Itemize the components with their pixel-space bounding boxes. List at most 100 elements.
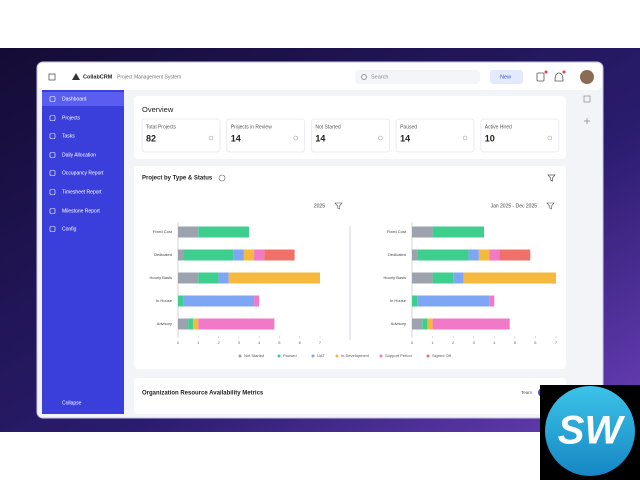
menu-item[interactable]: Occupancy Report — [62, 170, 104, 176]
bar-segment — [228, 272, 320, 284]
filter-icon[interactable] — [547, 174, 556, 182]
stat-label: Projects in Review — [231, 124, 273, 130]
x-tick-label: 5 — [514, 340, 517, 345]
legend-label[interactable]: Support Period — [385, 353, 412, 358]
x-tick-label: 3 — [238, 340, 241, 345]
bar-segment — [412, 295, 418, 307]
bar-segment — [254, 295, 260, 307]
chart-filter[interactable]: 2025 — [314, 203, 325, 209]
legend-swatch[interactable] — [311, 354, 315, 358]
y-tick-label: Dedicated — [388, 252, 406, 257]
legend-swatch[interactable] — [277, 354, 281, 358]
bar-segment — [178, 272, 199, 284]
rail-icon[interactable] — [583, 95, 591, 103]
bar-segment — [432, 226, 484, 238]
y-tick-label: Advisory — [157, 321, 172, 326]
legend-label[interactable]: Not Started — [244, 353, 264, 358]
bar-segment — [489, 249, 500, 261]
stat-label: Not Started — [315, 124, 341, 130]
menu-icon[interactable] — [49, 152, 56, 158]
bar-segment — [233, 249, 244, 261]
menu-icon[interactable] — [49, 189, 56, 195]
x-tick-label: 3 — [473, 340, 476, 345]
new-button-label[interactable]: New — [500, 74, 511, 80]
notes-icon[interactable] — [536, 72, 545, 82]
chart-filter[interactable]: Jan 2025 - Dec 2025 — [491, 203, 538, 209]
menu-item[interactable]: Tasks — [62, 133, 75, 139]
x-tick-label: 6 — [299, 340, 302, 345]
sidebar — [42, 90, 124, 414]
legend-label[interactable]: In Development — [341, 353, 370, 358]
menu-icon[interactable] — [49, 133, 56, 139]
apps-icon[interactable] — [48, 73, 56, 81]
bar-segment — [422, 318, 428, 330]
logo — [72, 73, 80, 80]
stat-card — [310, 118, 390, 153]
menu-icon[interactable] — [49, 115, 56, 121]
stat-card — [141, 118, 221, 153]
app-name: CollabCRM — [83, 74, 113, 80]
collapse[interactable]: Collapse — [62, 400, 82, 406]
search-box[interactable] — [355, 70, 480, 84]
bar-segment — [178, 295, 184, 307]
legend-label[interactable]: UAT — [317, 353, 325, 358]
legend-swatch[interactable] — [426, 354, 430, 358]
bar-segment — [193, 318, 199, 330]
stat-card — [480, 118, 560, 153]
filter-icon[interactable] — [334, 202, 343, 210]
info-icon[interactable] — [218, 174, 226, 182]
menu-icon[interactable] — [49, 226, 56, 232]
menu-item[interactable]: Milestone Report — [62, 208, 100, 214]
stat-icon — [462, 135, 468, 141]
legend-swatch[interactable] — [238, 354, 242, 358]
bar-segment — [417, 249, 469, 261]
bar-segment — [198, 272, 219, 284]
y-tick-label: Fixed Cost — [387, 229, 407, 234]
rail-icon[interactable] — [584, 118, 590, 124]
watermark-text: SW — [558, 409, 626, 453]
stat-label: Paused — [400, 124, 417, 130]
bar-segment — [417, 295, 490, 307]
x-tick-label: 6 — [534, 340, 537, 345]
section-title: Organization Resource Availability Metri… — [142, 391, 264, 397]
menu-item[interactable]: Projects — [62, 115, 81, 121]
x-tick-label: 4 — [493, 340, 496, 345]
menu-item[interactable]: Daily Allocation — [62, 152, 96, 158]
x-tick-label: 2 — [452, 340, 455, 345]
avatar[interactable] — [580, 70, 594, 84]
y-tick-label: Advisory — [391, 321, 406, 326]
bar-segment — [198, 318, 275, 330]
legend-label[interactable]: Signed Off — [432, 353, 452, 358]
bar-segment — [427, 318, 433, 330]
stat-card — [395, 118, 475, 153]
filter-icon[interactable] — [546, 202, 555, 210]
menu-item[interactable]: Timesheet Report — [62, 189, 102, 195]
legend-label[interactable]: Paused — [283, 353, 297, 358]
bar-segment — [178, 249, 184, 261]
new-button[interactable] — [490, 70, 523, 84]
bar-segment — [183, 249, 234, 261]
bar-segment — [198, 226, 249, 238]
menu-icon[interactable] — [49, 96, 56, 102]
x-tick-label: 2 — [217, 340, 220, 345]
search-placeholder: Search — [371, 74, 388, 80]
y-tick-label: Dedicated — [154, 252, 172, 257]
bell-icon[interactable] — [554, 72, 564, 82]
toggle-option[interactable]: Team — [521, 390, 532, 395]
badge — [562, 70, 566, 74]
stat-label: Active Hired — [485, 124, 512, 130]
menu-item[interactable]: Dashboard — [62, 96, 87, 102]
stat-value: 82 — [146, 133, 156, 143]
legend-swatch[interactable] — [379, 354, 383, 358]
menu-icon[interactable] — [49, 208, 56, 214]
menu-item[interactable]: Config — [62, 226, 77, 232]
bar-segment — [432, 318, 510, 330]
bar-segment — [412, 249, 418, 261]
resource-panel — [134, 378, 566, 414]
bar-segment — [463, 272, 556, 284]
legend-swatch[interactable] — [335, 354, 339, 358]
x-tick-label: 0 — [177, 340, 180, 345]
x-tick-label: 0 — [411, 340, 414, 345]
menu-icon[interactable] — [49, 170, 56, 176]
